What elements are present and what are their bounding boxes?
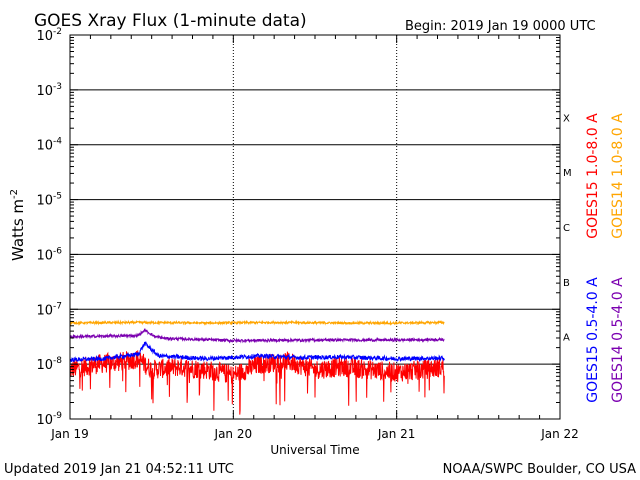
y-tick-exponent: -3 <box>53 82 62 92</box>
y-tick-exponent: -5 <box>53 192 62 202</box>
y-tick-base: 10 <box>36 29 53 44</box>
y-axis-title-main: Watts m <box>9 199 27 261</box>
updated-timestamp: Updated 2019 Jan 21 04:52:11 UTC <box>4 462 234 477</box>
series-line-2 <box>69 319 445 326</box>
y-tick-label: 10-9 <box>36 411 62 428</box>
data-source: NOAA/SWPC Boulder, CO USA <box>443 462 636 477</box>
y-tick-exponent: -9 <box>53 411 62 421</box>
begin-label: Begin: 2019 Jan 19 0000 UTC <box>405 19 596 34</box>
y-tick-base: 10 <box>36 194 53 209</box>
y-tick-label: 10-2 <box>36 27 62 44</box>
y-tick-base: 10 <box>36 248 53 263</box>
series-line-3 <box>69 341 445 363</box>
y-axis-title: Watts m-2 <box>9 189 27 261</box>
y-tick-label: 10-5 <box>36 192 62 209</box>
x-tick-label: Jan 22 <box>540 427 579 441</box>
flare-class-a: A <box>563 333 570 344</box>
y-tick-label: 10-7 <box>36 301 62 318</box>
flare-class-m: M <box>563 168 572 179</box>
y-tick-label: 10-8 <box>36 356 62 373</box>
y-tick-label: 10-3 <box>36 82 62 99</box>
flare-class-x: X <box>563 113 570 124</box>
legend-entry: GOES15 0.5-4.0 A <box>585 277 601 403</box>
svg-text:Watts m-2: Watts m-2 <box>9 189 27 261</box>
legend: GOES15 1.0-8.0 A GOES14 1.0-8.0 A GOES15 0… <box>585 113 626 403</box>
y-axis-title-exp: -2 <box>9 189 20 199</box>
legend-entry: GOES14 1.0-8.0 A <box>610 113 626 239</box>
legend-entry: GOES14 0.5-4.0 A <box>610 277 626 403</box>
y-tick-exponent: -7 <box>53 301 62 311</box>
series-line-1 <box>69 350 445 415</box>
y-grid <box>70 89 560 365</box>
chart-title: GOES Xray Flux (1-minute data) <box>34 11 307 31</box>
flare-class-b: B <box>563 278 570 289</box>
x-axis-title: Universal Time <box>270 443 359 457</box>
y-tick-base: 10 <box>36 84 53 99</box>
y-tick-exponent: -8 <box>53 356 62 366</box>
legend-entry: GOES15 1.0-8.0 A <box>585 113 601 239</box>
y-tick-label: 10-6 <box>36 246 62 263</box>
y-tick-base: 10 <box>36 358 53 373</box>
x-grid <box>232 35 398 419</box>
y-tick-label: 10-4 <box>36 137 62 154</box>
flare-class-labels: X M C B A <box>563 113 572 343</box>
data-series <box>69 319 445 415</box>
x-tick-label: Jan 20 <box>214 427 253 441</box>
y-tick-base: 10 <box>36 413 53 428</box>
y-tick-base: 10 <box>36 303 53 318</box>
x-tick-label: Jan 19 <box>50 427 89 441</box>
x-axis: Jan 19 Jan 20 Jan 21 Jan 22 <box>50 35 579 441</box>
y-tick-base: 10 <box>36 139 53 154</box>
y-tick-exponent: -6 <box>53 246 62 256</box>
y-tick-exponent: -2 <box>53 27 62 37</box>
series-line-4 <box>69 328 445 344</box>
y-axis: 10-210-310-410-510-610-710-810-9 <box>36 27 560 428</box>
flare-class-c: C <box>563 223 570 234</box>
y-tick-exponent: -4 <box>53 137 62 147</box>
x-tick-label: Jan 21 <box>377 427 416 441</box>
